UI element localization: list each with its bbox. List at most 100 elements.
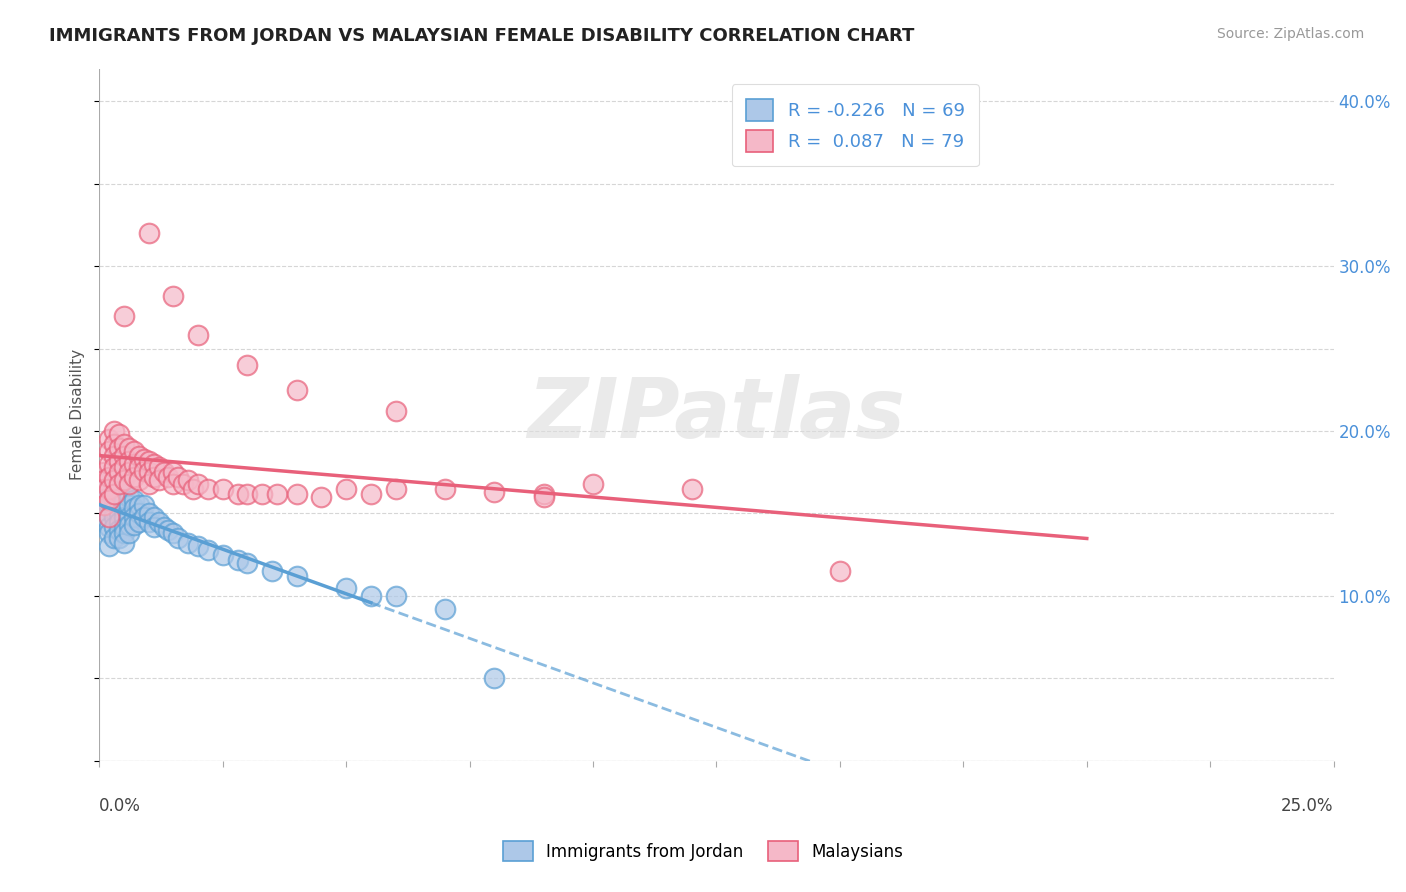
Point (103, 476, 125, 491)
Point (152, 465, 174, 479)
Point (384, 482, 406, 496)
Point (103, 486, 125, 500)
Text: ZIPatlas: ZIPatlas (527, 374, 905, 455)
Point (142, 470, 165, 484)
Point (98, 493, 121, 508)
Point (162, 289, 184, 303)
Point (112, 437, 135, 451)
Point (187, 540, 209, 554)
Point (266, 486, 288, 500)
Point (112, 536, 135, 550)
Point (138, 515, 160, 529)
Point (122, 443, 145, 458)
Point (103, 460, 125, 475)
Text: 0.0%: 0.0% (100, 797, 141, 814)
Point (118, 441, 141, 455)
Point (211, 482, 233, 496)
Point (122, 470, 145, 484)
Point (142, 509, 165, 524)
Point (108, 476, 131, 491)
Point (128, 498, 150, 512)
Point (187, 476, 209, 491)
Point (172, 476, 194, 491)
Point (162, 526, 184, 541)
Point (148, 515, 170, 529)
Point (128, 515, 150, 529)
Point (112, 503, 135, 517)
Point (187, 328, 209, 343)
Point (138, 227, 160, 241)
Point (98, 482, 121, 496)
Point (118, 490, 141, 504)
Point (93, 509, 115, 524)
Point (98, 470, 121, 484)
Point (112, 309, 135, 323)
Point (118, 518, 141, 533)
Point (148, 460, 170, 475)
Point (98, 474, 121, 488)
Point (112, 449, 135, 463)
Point (162, 476, 184, 491)
Point (828, 564, 851, 578)
Point (103, 474, 125, 488)
Point (98, 432, 121, 446)
Point (138, 507, 160, 521)
Point (112, 493, 135, 508)
Point (157, 470, 180, 484)
Point (132, 452, 155, 467)
Point (108, 453, 131, 467)
Point (132, 498, 155, 512)
Point (128, 474, 150, 488)
Point (132, 464, 155, 478)
Point (285, 569, 308, 583)
Text: IMMIGRANTS FROM JORDAN VS MALAYSIAN FEMALE DISABILITY CORRELATION CHART: IMMIGRANTS FROM JORDAN VS MALAYSIAN FEMA… (49, 27, 914, 45)
Point (167, 470, 190, 484)
Point (181, 482, 204, 496)
Point (108, 515, 131, 529)
Point (533, 490, 555, 504)
Point (148, 474, 170, 488)
Point (98, 509, 121, 524)
Point (236, 486, 259, 500)
Point (112, 509, 135, 524)
Point (108, 465, 131, 479)
Point (93, 498, 115, 512)
Point (93, 482, 115, 496)
Point (433, 482, 456, 496)
Legend: R = -0.226   N = 69, R =  0.087   N = 79: R = -0.226 N = 69, R = 0.087 N = 79 (731, 85, 979, 167)
Point (226, 552, 249, 566)
Point (108, 523, 131, 537)
Point (162, 465, 184, 479)
Point (197, 482, 219, 496)
Point (211, 548, 233, 562)
Point (112, 474, 135, 488)
Point (128, 460, 150, 475)
Legend: Immigrants from Jordan, Malaysians: Immigrants from Jordan, Malaysians (489, 828, 917, 875)
Point (132, 509, 155, 524)
Point (103, 503, 125, 517)
Point (118, 476, 141, 491)
Point (93, 465, 115, 479)
Point (103, 519, 125, 533)
Point (484, 671, 506, 685)
Point (335, 581, 357, 595)
Point (138, 476, 160, 491)
Point (98, 490, 121, 504)
Point (384, 589, 406, 603)
Point (360, 486, 382, 500)
Point (108, 490, 131, 504)
Point (262, 564, 284, 578)
Point (152, 519, 174, 533)
Point (142, 519, 165, 533)
Point (103, 486, 125, 500)
Point (138, 453, 160, 467)
Point (103, 424, 125, 438)
Point (112, 460, 135, 475)
Text: Source: ZipAtlas.com: Source: ZipAtlas.com (1216, 27, 1364, 41)
Point (484, 485, 506, 500)
Point (157, 523, 180, 537)
Point (103, 493, 125, 508)
Point (226, 486, 249, 500)
Point (108, 482, 131, 496)
Point (360, 589, 382, 603)
